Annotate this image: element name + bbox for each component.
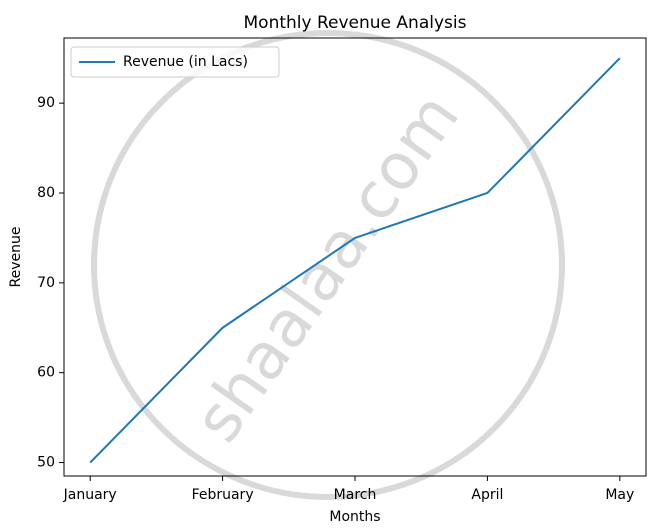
x-tick-label: April xyxy=(471,487,503,503)
x-tick-label: March xyxy=(334,487,377,503)
x-tick-label: May xyxy=(605,487,634,503)
series-layer xyxy=(89,57,621,464)
chart-title: Monthly Revenue Analysis xyxy=(244,13,467,33)
watermark-text: shaalaa.com xyxy=(181,81,474,456)
y-axis-label: Revenue xyxy=(8,227,24,288)
y-tick-label: 60 xyxy=(37,365,55,381)
x-axis: January February March April May xyxy=(63,476,634,503)
y-axis: 50 60 70 80 90 xyxy=(37,95,64,471)
legend: Revenue (in Lacs) xyxy=(70,46,280,78)
x-tick-label: January xyxy=(63,487,117,503)
y-tick-label: 50 xyxy=(37,455,55,471)
y-tick-label: 90 xyxy=(37,95,55,111)
y-tick-label: 70 xyxy=(37,275,55,291)
series-line-revenue xyxy=(89,57,621,464)
watermark: shaalaa.com xyxy=(91,30,565,500)
legend-label: Revenue (in Lacs) xyxy=(123,54,248,70)
y-tick-label: 80 xyxy=(37,185,55,201)
legend-box xyxy=(70,46,280,78)
x-axis-label: Months xyxy=(329,509,380,525)
x-tick-label: February xyxy=(192,487,254,503)
